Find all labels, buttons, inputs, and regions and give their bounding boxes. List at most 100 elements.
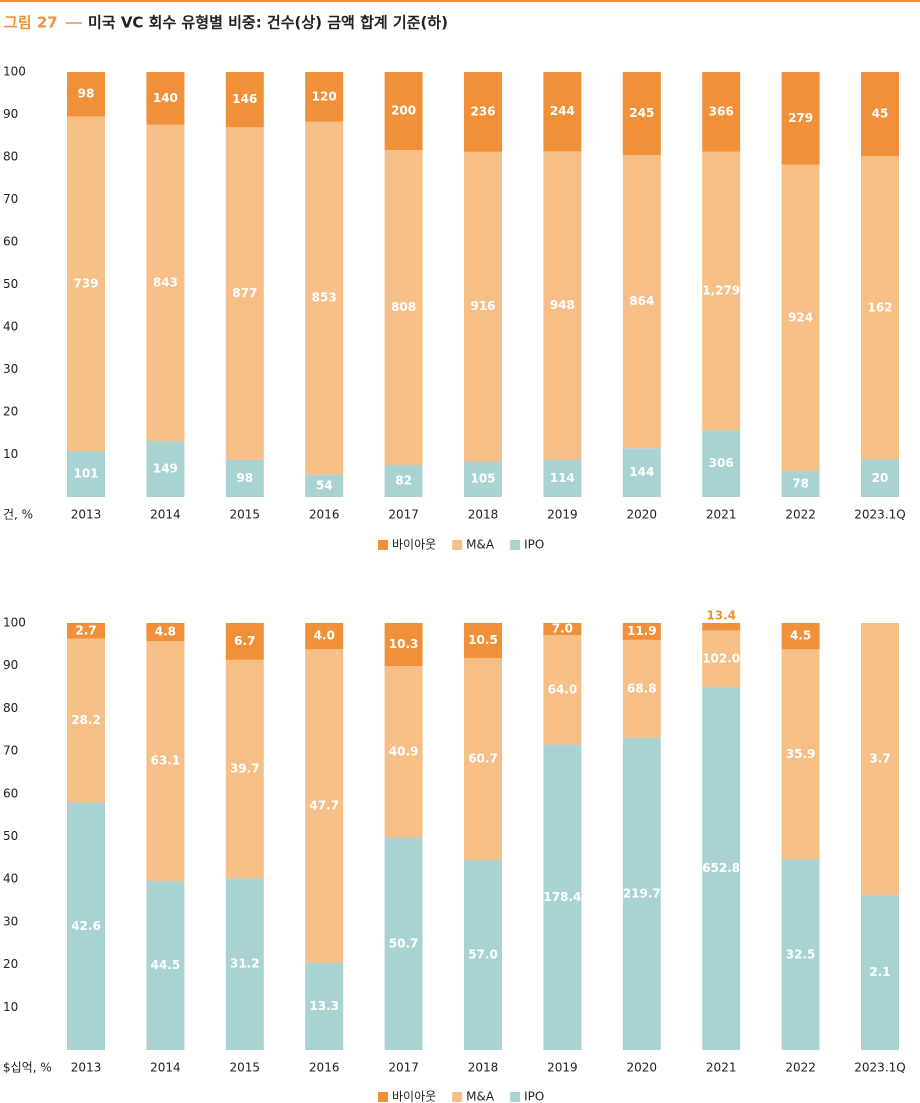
x-tick-label: 2017 [388,1061,419,1075]
value-label: 28.2 [71,713,101,727]
bar-segment [67,451,105,497]
bar-segment [146,72,185,125]
x-tick-label: 2014 [150,1061,181,1075]
bar-segment [225,878,264,1050]
bar-segment [702,630,741,688]
x-tick-label: 2015 [230,508,261,522]
legend-label: M&A [466,538,495,552]
value-label: 140 [153,91,178,105]
x-tick-label: 2018 [468,508,499,522]
bar-segment [384,666,423,838]
value-label: 7.0 [552,621,573,635]
bar-segment [146,124,185,442]
value-label: 178.4 [543,890,581,904]
bar-segment [384,149,423,466]
bar-segment [622,737,661,1050]
bar-segment [464,657,502,861]
y-tick-label: 60 [3,235,18,249]
bar-segment [67,72,105,117]
value-label: 78 [792,477,809,491]
top-rule [0,0,920,2]
bar-segment [384,72,423,150]
x-tick-label: 2015 [230,1061,261,1075]
figure-label: 그림 27 [4,14,58,32]
legend-label: IPO [524,1090,544,1103]
value-label: 102.0 [702,651,740,665]
x-tick-label: 2020 [627,1061,658,1075]
bar-segment [543,151,582,460]
bar-segment [464,461,502,497]
legend-swatch [378,540,388,550]
bar-segment [861,623,899,896]
value-label: 144 [629,465,654,479]
value-label: 32.5 [786,947,816,961]
value-label: 40.9 [389,744,419,758]
bar-segment [225,127,264,460]
bar-segment [464,623,502,658]
value-label: 57.0 [468,948,498,962]
bar-segment [781,164,820,472]
value-label: 20 [872,471,889,485]
value-label: 2.1 [869,965,890,979]
value-label: 68.8 [627,681,657,695]
value-label: 105 [470,472,495,486]
x-tick-label: 2023.1Q [854,508,905,522]
y-tick-label: 10 [3,447,18,461]
value-label: 948 [550,298,575,312]
value-label: 4.5 [790,629,811,643]
bar-segment [702,623,741,631]
value-label: 652.8 [702,861,740,875]
value-label: 877 [232,286,257,300]
bar-segment [67,802,105,1050]
value-label: 11.9 [627,624,657,638]
y-tick-label: 50 [3,277,18,291]
bar-segment [861,895,899,1050]
x-tick-label: 2013 [71,508,102,522]
bar-segment [305,72,344,122]
bar-segment [464,151,502,462]
bar-segment [225,623,264,660]
bar-segment [622,623,661,640]
value-label: 114 [550,471,575,485]
value-label: 35.9 [786,747,816,761]
value-label: 45 [872,107,889,121]
bar-segment [622,448,661,497]
bar-segment [543,634,582,745]
bar-segment [861,459,899,497]
value-label: 279 [788,111,813,125]
value-label: 916 [470,299,495,313]
x-tick-label: 2014 [150,508,181,522]
value-label: 924 [788,310,813,324]
value-label: 44.5 [151,958,181,972]
y-tick-label: 30 [3,914,18,928]
value-label: 200 [391,103,416,117]
bar-segment [146,623,185,642]
value-label: 82 [395,474,412,488]
bar-segment [146,880,185,1050]
x-tick-label: 2018 [468,1061,499,1075]
y-tick-label: 80 [3,701,18,715]
value-label: 98 [78,87,95,101]
value-label: 50.7 [389,936,419,950]
bar-segment [464,860,502,1050]
value-label: 219.7 [623,886,661,900]
bar-segment [384,837,423,1050]
value-label: 149 [153,462,178,476]
value-label: 3.7 [869,752,890,766]
bar-segment [781,649,820,860]
x-tick-label: 2019 [547,1061,578,1075]
y-tick-label: 90 [3,658,18,672]
bar-segment [702,151,741,431]
y-tick-label: 40 [3,872,18,886]
value-label: 60.7 [468,752,498,766]
bar-segment [781,623,820,650]
bar-segment [305,474,344,497]
value-label: 10.3 [389,637,419,651]
legend-swatch [510,540,521,550]
value-label: 13.3 [309,999,339,1013]
bar-segment [146,441,185,497]
value-label: 98 [236,471,253,485]
bar-segment [225,659,264,879]
value-label: 64.0 [548,682,578,696]
value-label: 4.8 [155,625,176,639]
